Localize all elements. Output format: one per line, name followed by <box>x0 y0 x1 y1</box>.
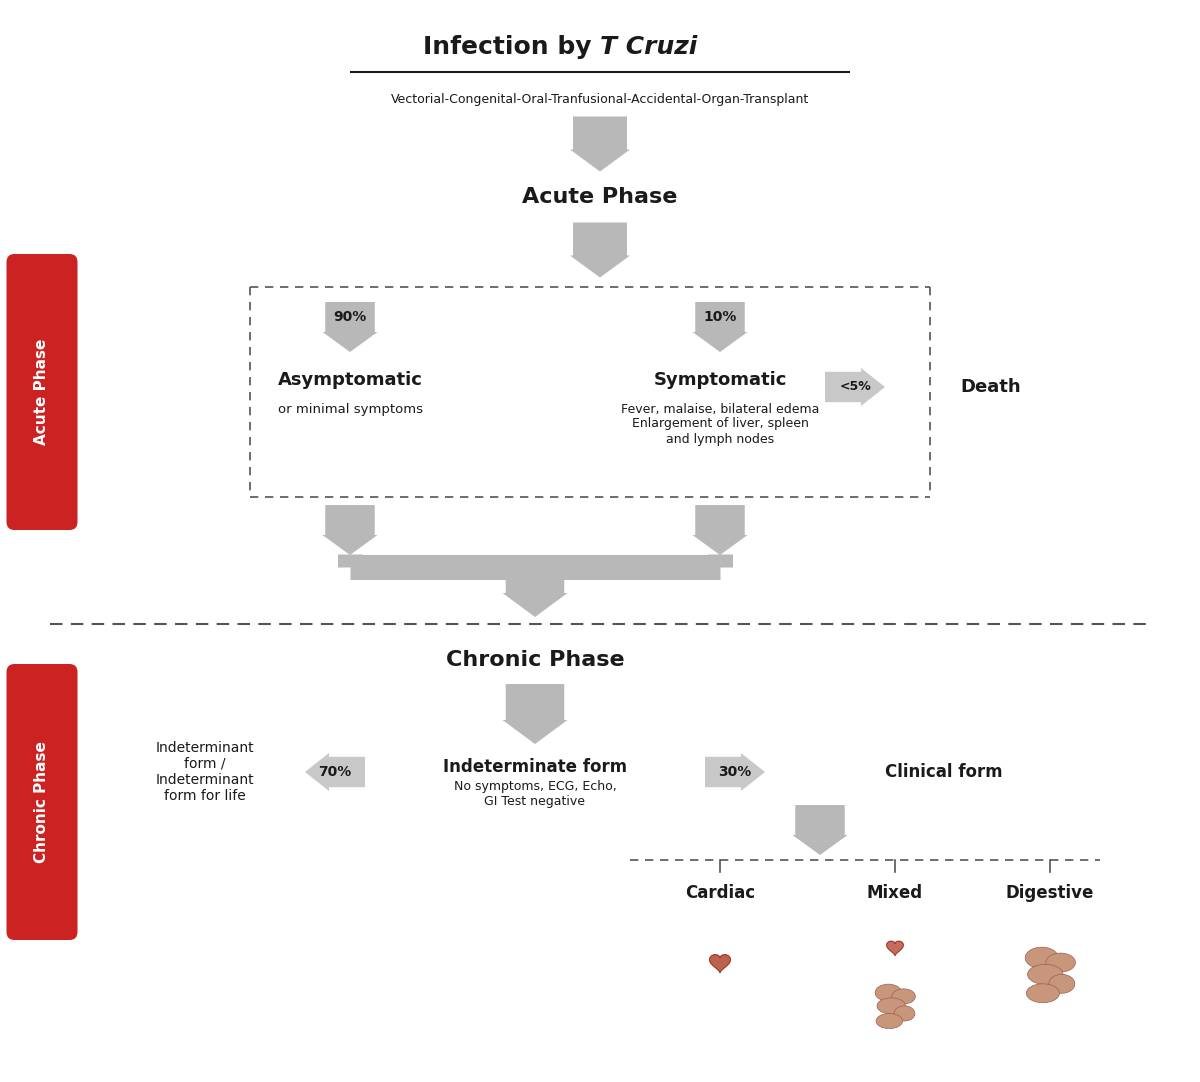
Ellipse shape <box>877 998 905 1014</box>
Text: 70%: 70% <box>318 765 352 779</box>
Text: Indeterminate form: Indeterminate form <box>443 758 628 776</box>
Polygon shape <box>826 368 886 406</box>
Text: Mixed: Mixed <box>866 884 923 902</box>
Ellipse shape <box>894 1006 914 1021</box>
Ellipse shape <box>892 989 916 1004</box>
Ellipse shape <box>1046 953 1075 972</box>
FancyBboxPatch shape <box>6 254 78 530</box>
Text: 90%: 90% <box>334 311 367 324</box>
Text: Indeterminant
form /
Indeterminant
form for life: Indeterminant form / Indeterminant form … <box>156 741 254 803</box>
Text: Symptomatic: Symptomatic <box>653 371 787 390</box>
Ellipse shape <box>1027 964 1063 985</box>
Text: Acute Phase: Acute Phase <box>35 339 49 445</box>
Ellipse shape <box>875 985 901 1001</box>
Ellipse shape <box>1049 975 1075 993</box>
Polygon shape <box>692 505 748 555</box>
Polygon shape <box>570 223 630 277</box>
Polygon shape <box>503 557 568 617</box>
Polygon shape <box>706 753 766 791</box>
Polygon shape <box>887 941 904 955</box>
Text: 30%: 30% <box>719 765 751 779</box>
Text: T Cruzi: T Cruzi <box>600 35 697 60</box>
Text: Acute Phase: Acute Phase <box>522 187 678 207</box>
Polygon shape <box>305 753 365 791</box>
Polygon shape <box>323 505 378 555</box>
Text: Infection by: Infection by <box>422 35 600 60</box>
Polygon shape <box>570 117 630 172</box>
Text: Vectorial-Congenital-Oral-Tranfusional-Accidental-Organ-Transplant: Vectorial-Congenital-Oral-Tranfusional-A… <box>391 93 809 106</box>
Ellipse shape <box>876 1014 902 1029</box>
Text: Chronic Phase: Chronic Phase <box>445 650 624 670</box>
Polygon shape <box>709 954 731 973</box>
Text: Clinical form: Clinical form <box>886 763 1003 781</box>
Text: Chronic Phase: Chronic Phase <box>35 741 49 863</box>
Text: Digestive: Digestive <box>1006 884 1094 902</box>
Ellipse shape <box>1026 984 1060 1003</box>
Ellipse shape <box>1025 947 1058 968</box>
Polygon shape <box>692 302 748 352</box>
Polygon shape <box>503 684 568 744</box>
Text: Death: Death <box>960 378 1021 396</box>
Text: Fever, malaise, bilateral edema
Enlargement of liver, spleen
and lymph nodes: Fever, malaise, bilateral edema Enlargem… <box>620 403 820 446</box>
Text: or minimal symptoms: or minimal symptoms <box>277 404 422 417</box>
Text: <5%: <5% <box>839 381 871 394</box>
Text: Cardiac: Cardiac <box>685 884 755 902</box>
Polygon shape <box>323 302 378 352</box>
Text: No symptoms, ECG, Echo,
GI Test negative: No symptoms, ECG, Echo, GI Test negative <box>454 780 617 808</box>
Text: Asymptomatic: Asymptomatic <box>277 371 422 390</box>
FancyBboxPatch shape <box>6 664 78 940</box>
Polygon shape <box>792 805 847 855</box>
Text: 10%: 10% <box>703 311 737 324</box>
